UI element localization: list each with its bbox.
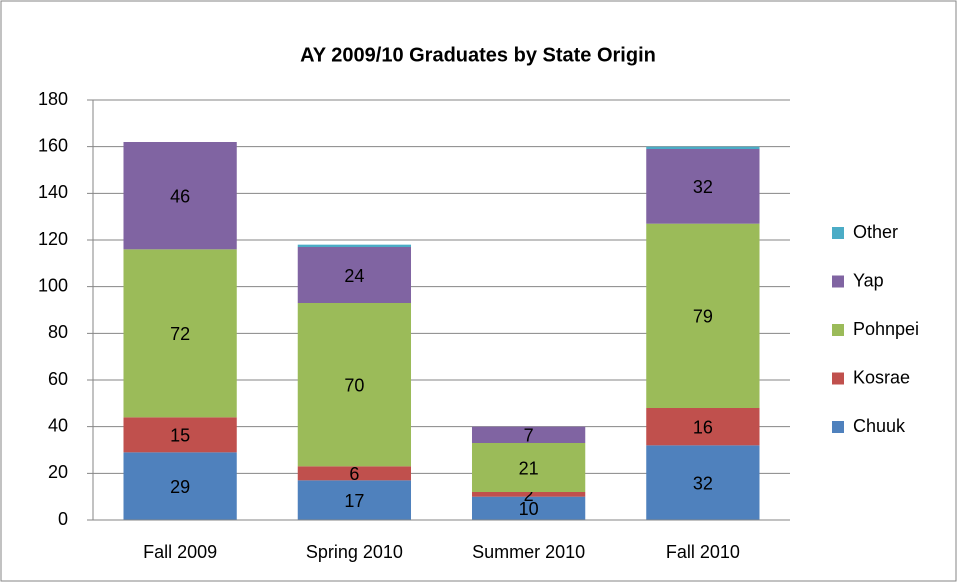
- legend-swatch: [832, 421, 844, 433]
- legend-label: Yap: [853, 270, 884, 290]
- legend-swatch: [832, 227, 844, 239]
- bar-segment: [297, 247, 412, 303]
- bar-segment: [471, 496, 586, 520]
- data-label: 7: [524, 426, 534, 446]
- y-tick-label: 140: [38, 182, 68, 202]
- data-label: 29: [170, 477, 190, 497]
- bar-segment: [123, 452, 237, 520]
- data-label: 15: [170, 426, 190, 446]
- bar-segment: [471, 443, 586, 492]
- data-label: 2: [524, 485, 534, 505]
- legend-swatch: [832, 324, 844, 336]
- bar-segment: [297, 244, 412, 247]
- legend-swatch: [832, 275, 844, 288]
- data-label: 32: [693, 177, 713, 197]
- data-label: 10: [519, 499, 539, 519]
- y-tick-label: 60: [48, 369, 68, 389]
- data-label: 24: [344, 266, 364, 286]
- x-tick-label: Fall 2009: [143, 542, 217, 562]
- x-tick-label: Spring 2010: [306, 542, 403, 562]
- data-label: 17: [344, 491, 364, 511]
- legend-label: Kosrae: [853, 367, 910, 387]
- y-tick-label: 20: [48, 462, 68, 482]
- data-label: 79: [693, 307, 713, 327]
- data-label: 70: [344, 375, 364, 395]
- bar-segment: [471, 426, 586, 443]
- bar-segment: [646, 223, 760, 408]
- legend-label: Other: [853, 222, 898, 242]
- y-tick-label: 40: [48, 415, 68, 435]
- bar-segment: [646, 146, 760, 149]
- bar-segment: [297, 303, 412, 467]
- bar-segment: [123, 417, 237, 453]
- bar-segment: [646, 149, 760, 224]
- bar-segment: [646, 408, 760, 446]
- bar-segment: [123, 249, 237, 418]
- bar-segment: [297, 466, 412, 481]
- y-tick-label: 100: [38, 275, 68, 295]
- legend-label: Chuuk: [853, 416, 906, 436]
- data-label: 32: [693, 473, 713, 493]
- legend-label: Pohnpei: [853, 319, 919, 339]
- y-tick-label: 160: [38, 135, 68, 155]
- x-tick-label: Fall 2010: [666, 542, 740, 562]
- chart-title: AY 2009/10 Graduates by State Origin: [300, 44, 656, 66]
- data-label: 21: [519, 458, 539, 478]
- bar-segment: [123, 142, 237, 250]
- y-tick-label: 180: [38, 89, 68, 109]
- y-tick-label: 80: [48, 322, 68, 342]
- y-tick-label: 0: [58, 509, 68, 529]
- bar-segment: [471, 492, 586, 497]
- data-label: 72: [170, 324, 190, 344]
- data-label: 46: [170, 186, 190, 206]
- data-label: 6: [349, 464, 359, 484]
- bar-segment: [646, 445, 760, 520]
- bar-segment: [297, 480, 412, 520]
- data-label: 16: [693, 417, 713, 437]
- legend-swatch: [832, 372, 844, 385]
- x-tick-label: Summer 2010: [472, 542, 585, 562]
- y-tick-label: 120: [38, 229, 68, 249]
